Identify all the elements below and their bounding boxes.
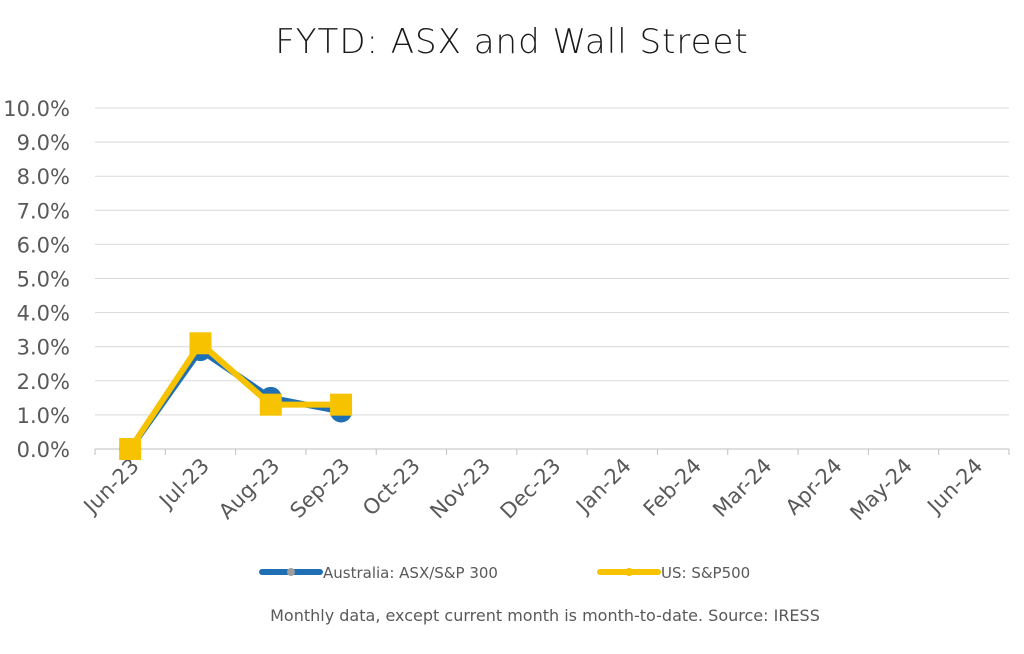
- x-tick-label: Jan-24: [570, 454, 636, 520]
- data-point: [189, 332, 212, 355]
- x-tick-label: Jun-24: [922, 454, 988, 520]
- y-tick-label: 3.0%: [17, 336, 70, 360]
- legend-marker: [625, 568, 633, 576]
- x-tick-label: Sep-23: [285, 454, 354, 523]
- y-tick-label: 8.0%: [17, 165, 70, 189]
- legend: Australia: ASX/S&P 300 US: S&P500: [259, 564, 750, 582]
- legend-label: Australia: ASX/S&P 300: [323, 564, 498, 582]
- gridlines: [94, 107, 1010, 455]
- x-tick-label: Nov-23: [425, 454, 495, 524]
- y-tick-label: 0.0%: [17, 438, 70, 462]
- legend-marker: [287, 568, 295, 576]
- x-tick-label: Jul-23: [153, 454, 214, 515]
- chart-footnote: Monthly data, except current month is mo…: [270, 606, 820, 625]
- series-layer: [119, 332, 353, 460]
- x-tick-label: Aug-23: [214, 454, 284, 524]
- chart-title: FYTD: ASX and Wall Street: [275, 22, 749, 62]
- y-tick-label: 4.0%: [17, 302, 70, 326]
- y-tick-label: 2.0%: [17, 370, 70, 394]
- x-tick-label: Mar-24: [708, 454, 776, 522]
- y-tick-label: 1.0%: [17, 404, 70, 428]
- x-tick-label: Oct-23: [358, 454, 425, 521]
- x-axis-ticks: Jun-23 Jul-23 Aug-23 Sep-23 Oct-23 Nov-23 Dec-…: [78, 454, 988, 526]
- x-tick-label: Feb-24: [639, 454, 707, 522]
- y-tick-label: 6.0%: [17, 233, 70, 257]
- series-line: [127, 340, 342, 451]
- y-tick-label: 7.0%: [17, 199, 70, 223]
- data-point: [330, 393, 353, 416]
- data-point: [259, 393, 282, 416]
- data-point: [119, 438, 142, 460]
- x-tick-label: Dec-23: [496, 454, 566, 524]
- x-tick-label: Apr-24: [781, 454, 847, 520]
- x-tick-label: Jun-23: [78, 454, 144, 520]
- y-tick-label: 5.0%: [17, 268, 70, 292]
- x-tick-label: May-24: [845, 454, 917, 526]
- y-axis-ticks: 0.0% 1.0% 2.0% 3.0% 4.0% 5.0% 6.0% 7.0% 8.0% 9.0%…: [3, 97, 70, 462]
- legend-label: US: S&P500: [661, 564, 750, 582]
- y-tick-label: 10.0%: [3, 97, 70, 121]
- y-tick-label: 9.0%: [17, 131, 70, 155]
